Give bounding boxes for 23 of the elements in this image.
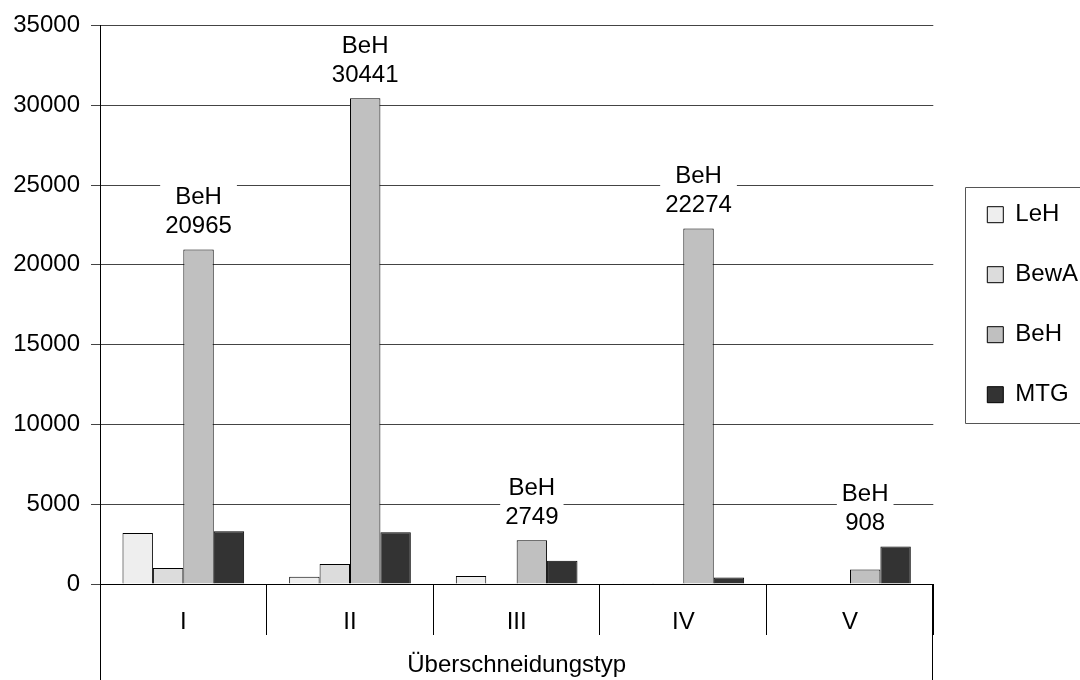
data-label: BeH 30441 xyxy=(331,30,399,87)
y-tick-label: 35000 xyxy=(13,10,80,38)
y-tick-label: 5000 xyxy=(26,488,80,516)
legend-label: MTG xyxy=(1015,379,1069,407)
data-label: BeH 20965 xyxy=(165,182,232,239)
y-tick-label: 20000 xyxy=(13,249,80,277)
x-tick-label: I xyxy=(179,607,187,635)
x-tick-label: V xyxy=(841,607,858,635)
legend-label: LeH xyxy=(1015,199,1060,227)
y-tick-label: 0 xyxy=(66,568,80,596)
x-tick-label: II xyxy=(343,607,357,635)
y-tick-label: 15000 xyxy=(13,329,80,357)
data-label: BeH 2749 xyxy=(505,472,559,529)
data-label: BeH 908 xyxy=(841,479,889,536)
y-tick-label: 10000 xyxy=(13,409,80,437)
legend-label: BewA xyxy=(1015,259,1079,287)
y-tick-label: 30000 xyxy=(13,89,80,117)
x-axis-title: Überschneidungstyp xyxy=(407,650,627,678)
data-label: BeH 22274 xyxy=(665,161,732,218)
legend-label: BeH xyxy=(1015,319,1062,347)
x-tick-label: IV xyxy=(671,607,695,635)
y-tick-label: 25000 xyxy=(13,169,80,197)
x-tick-label: III xyxy=(506,607,527,635)
